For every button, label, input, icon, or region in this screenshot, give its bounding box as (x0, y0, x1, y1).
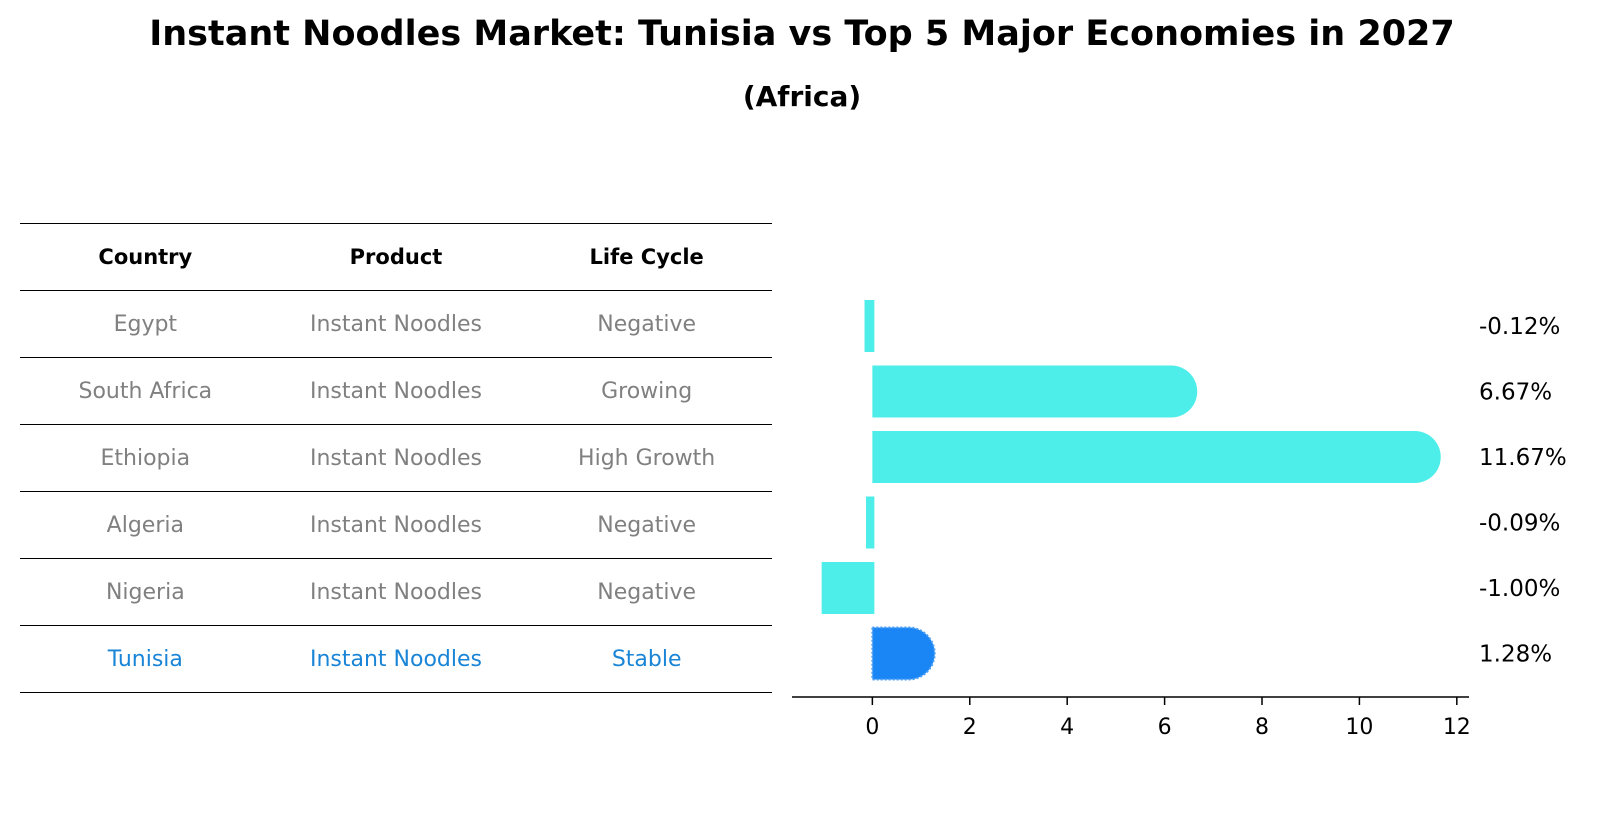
table-header-row: Country Product Life Cycle (20, 223, 772, 291)
country-cell: Ethiopia (20, 424, 271, 492)
table-row: Egypt Instant Noodles Negative (20, 290, 772, 358)
product-cell: Instant Noodles (270, 558, 522, 626)
life-cycle-cell: Stable (521, 625, 772, 693)
life-cycle-cell: Negative (521, 290, 772, 358)
product-cell: Instant Noodles (270, 290, 522, 358)
bar-egypt (864, 300, 875, 352)
table-row: South Africa Instant Noodles Growing (20, 357, 772, 425)
table-row-highlighted: Tunisia Instant Noodles Stable (20, 625, 772, 693)
table-row: Algeria Instant Noodles Negative (20, 491, 772, 559)
bar-value-label: -0.09% (1479, 511, 1560, 537)
country-cell: South Africa (20, 357, 271, 425)
product-cell: Instant Noodles (270, 424, 522, 492)
column-header-country: Country (20, 223, 271, 291)
bar-value-label: -0.12% (1479, 314, 1560, 340)
bar-tunisia (871, 626, 936, 681)
x-tick-label: 4 (1060, 715, 1074, 740)
x-tick-label: 8 (1255, 715, 1269, 740)
life-cycle-cell: Growing (521, 357, 772, 425)
country-cell: Egypt (20, 290, 271, 358)
product-cell: Instant Noodles (270, 357, 522, 425)
bar-value-label: 11.67% (1479, 445, 1567, 471)
country-cell: Nigeria (20, 558, 271, 626)
bar-south-africa (872, 365, 1198, 418)
bar-value-label: -1.00% (1479, 576, 1560, 602)
bar-nigeria (821, 562, 875, 614)
bar-algeria (865, 496, 875, 549)
bar-value-label: 1.28% (1479, 642, 1552, 668)
x-tick-label: 6 (1158, 715, 1172, 740)
x-tick-label: 2 (963, 715, 977, 740)
column-header-life-cycle: Life Cycle (521, 223, 772, 291)
bar-value-label: 6.67% (1479, 380, 1552, 406)
x-tick-label: 10 (1345, 715, 1373, 740)
column-header-product: Product (270, 223, 522, 291)
product-cell: Instant Noodles (270, 625, 522, 693)
life-cycle-table: Country Product Life Cycle Egypt Instant… (20, 223, 772, 693)
life-cycle-cell: High Growth (521, 424, 772, 492)
life-cycle-cell: Negative (521, 558, 772, 626)
x-tick-label: 12 (1443, 715, 1471, 740)
table-row: Ethiopia Instant Noodles High Growth (20, 424, 772, 492)
product-cell: Instant Noodles (270, 491, 522, 559)
bar-ethiopia (872, 431, 1441, 483)
x-tick-label: 0 (865, 715, 879, 740)
country-cell: Tunisia (20, 625, 271, 693)
chart-subtitle: (Africa) (742, 80, 862, 113)
country-cell: Algeria (20, 491, 271, 559)
life-cycle-cell: Negative (521, 491, 772, 559)
table-row: Nigeria Instant Noodles Negative (20, 558, 772, 626)
chart-title: Instant Noodles Market: Tunisia vs Top 5… (149, 14, 1455, 54)
